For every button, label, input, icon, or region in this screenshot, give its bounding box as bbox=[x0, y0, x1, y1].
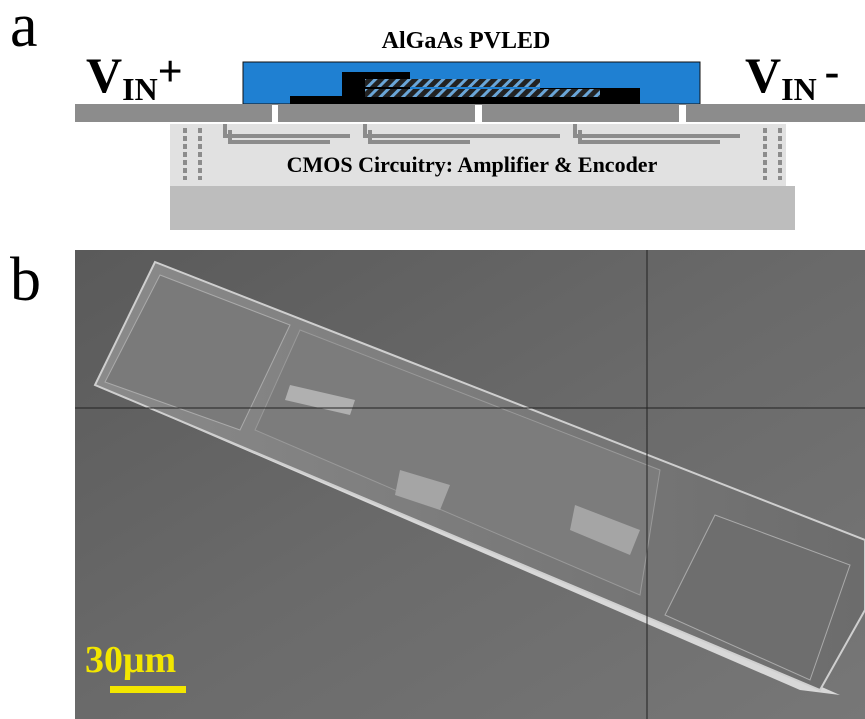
panel-b: b 30μm bbox=[10, 246, 865, 719]
figure: a VIN+ VIN- AlGaAs PVLED CMOS Circuitry:… bbox=[0, 0, 865, 719]
panel-a: a VIN+ VIN- AlGaAs PVLED CMOS Circuitry:… bbox=[10, 0, 865, 230]
pvled-title: AlGaAs PVLED bbox=[382, 28, 551, 54]
scale-bar-label: 30μm bbox=[85, 639, 176, 681]
hatched-layer bbox=[365, 89, 600, 97]
substrate bbox=[170, 186, 795, 230]
terminal-sign: + bbox=[158, 47, 183, 96]
hatched-layer bbox=[365, 79, 540, 87]
cmos-label: CMOS Circuitry: Amplifier & Encoder bbox=[287, 152, 658, 177]
terminal-label: VIN- bbox=[745, 47, 839, 107]
scale-bar bbox=[110, 686, 186, 693]
terminal-sign: - bbox=[825, 47, 840, 96]
panel-label: b bbox=[10, 246, 41, 314]
terminal-main: V bbox=[745, 47, 781, 103]
terminal-subscript: IN bbox=[122, 71, 158, 107]
terminal-label: VIN+ bbox=[86, 47, 183, 107]
panel-label: a bbox=[10, 0, 38, 60]
metal-layer bbox=[75, 104, 865, 122]
terminal-subscript: IN bbox=[781, 71, 817, 107]
terminal-main: V bbox=[86, 47, 122, 103]
